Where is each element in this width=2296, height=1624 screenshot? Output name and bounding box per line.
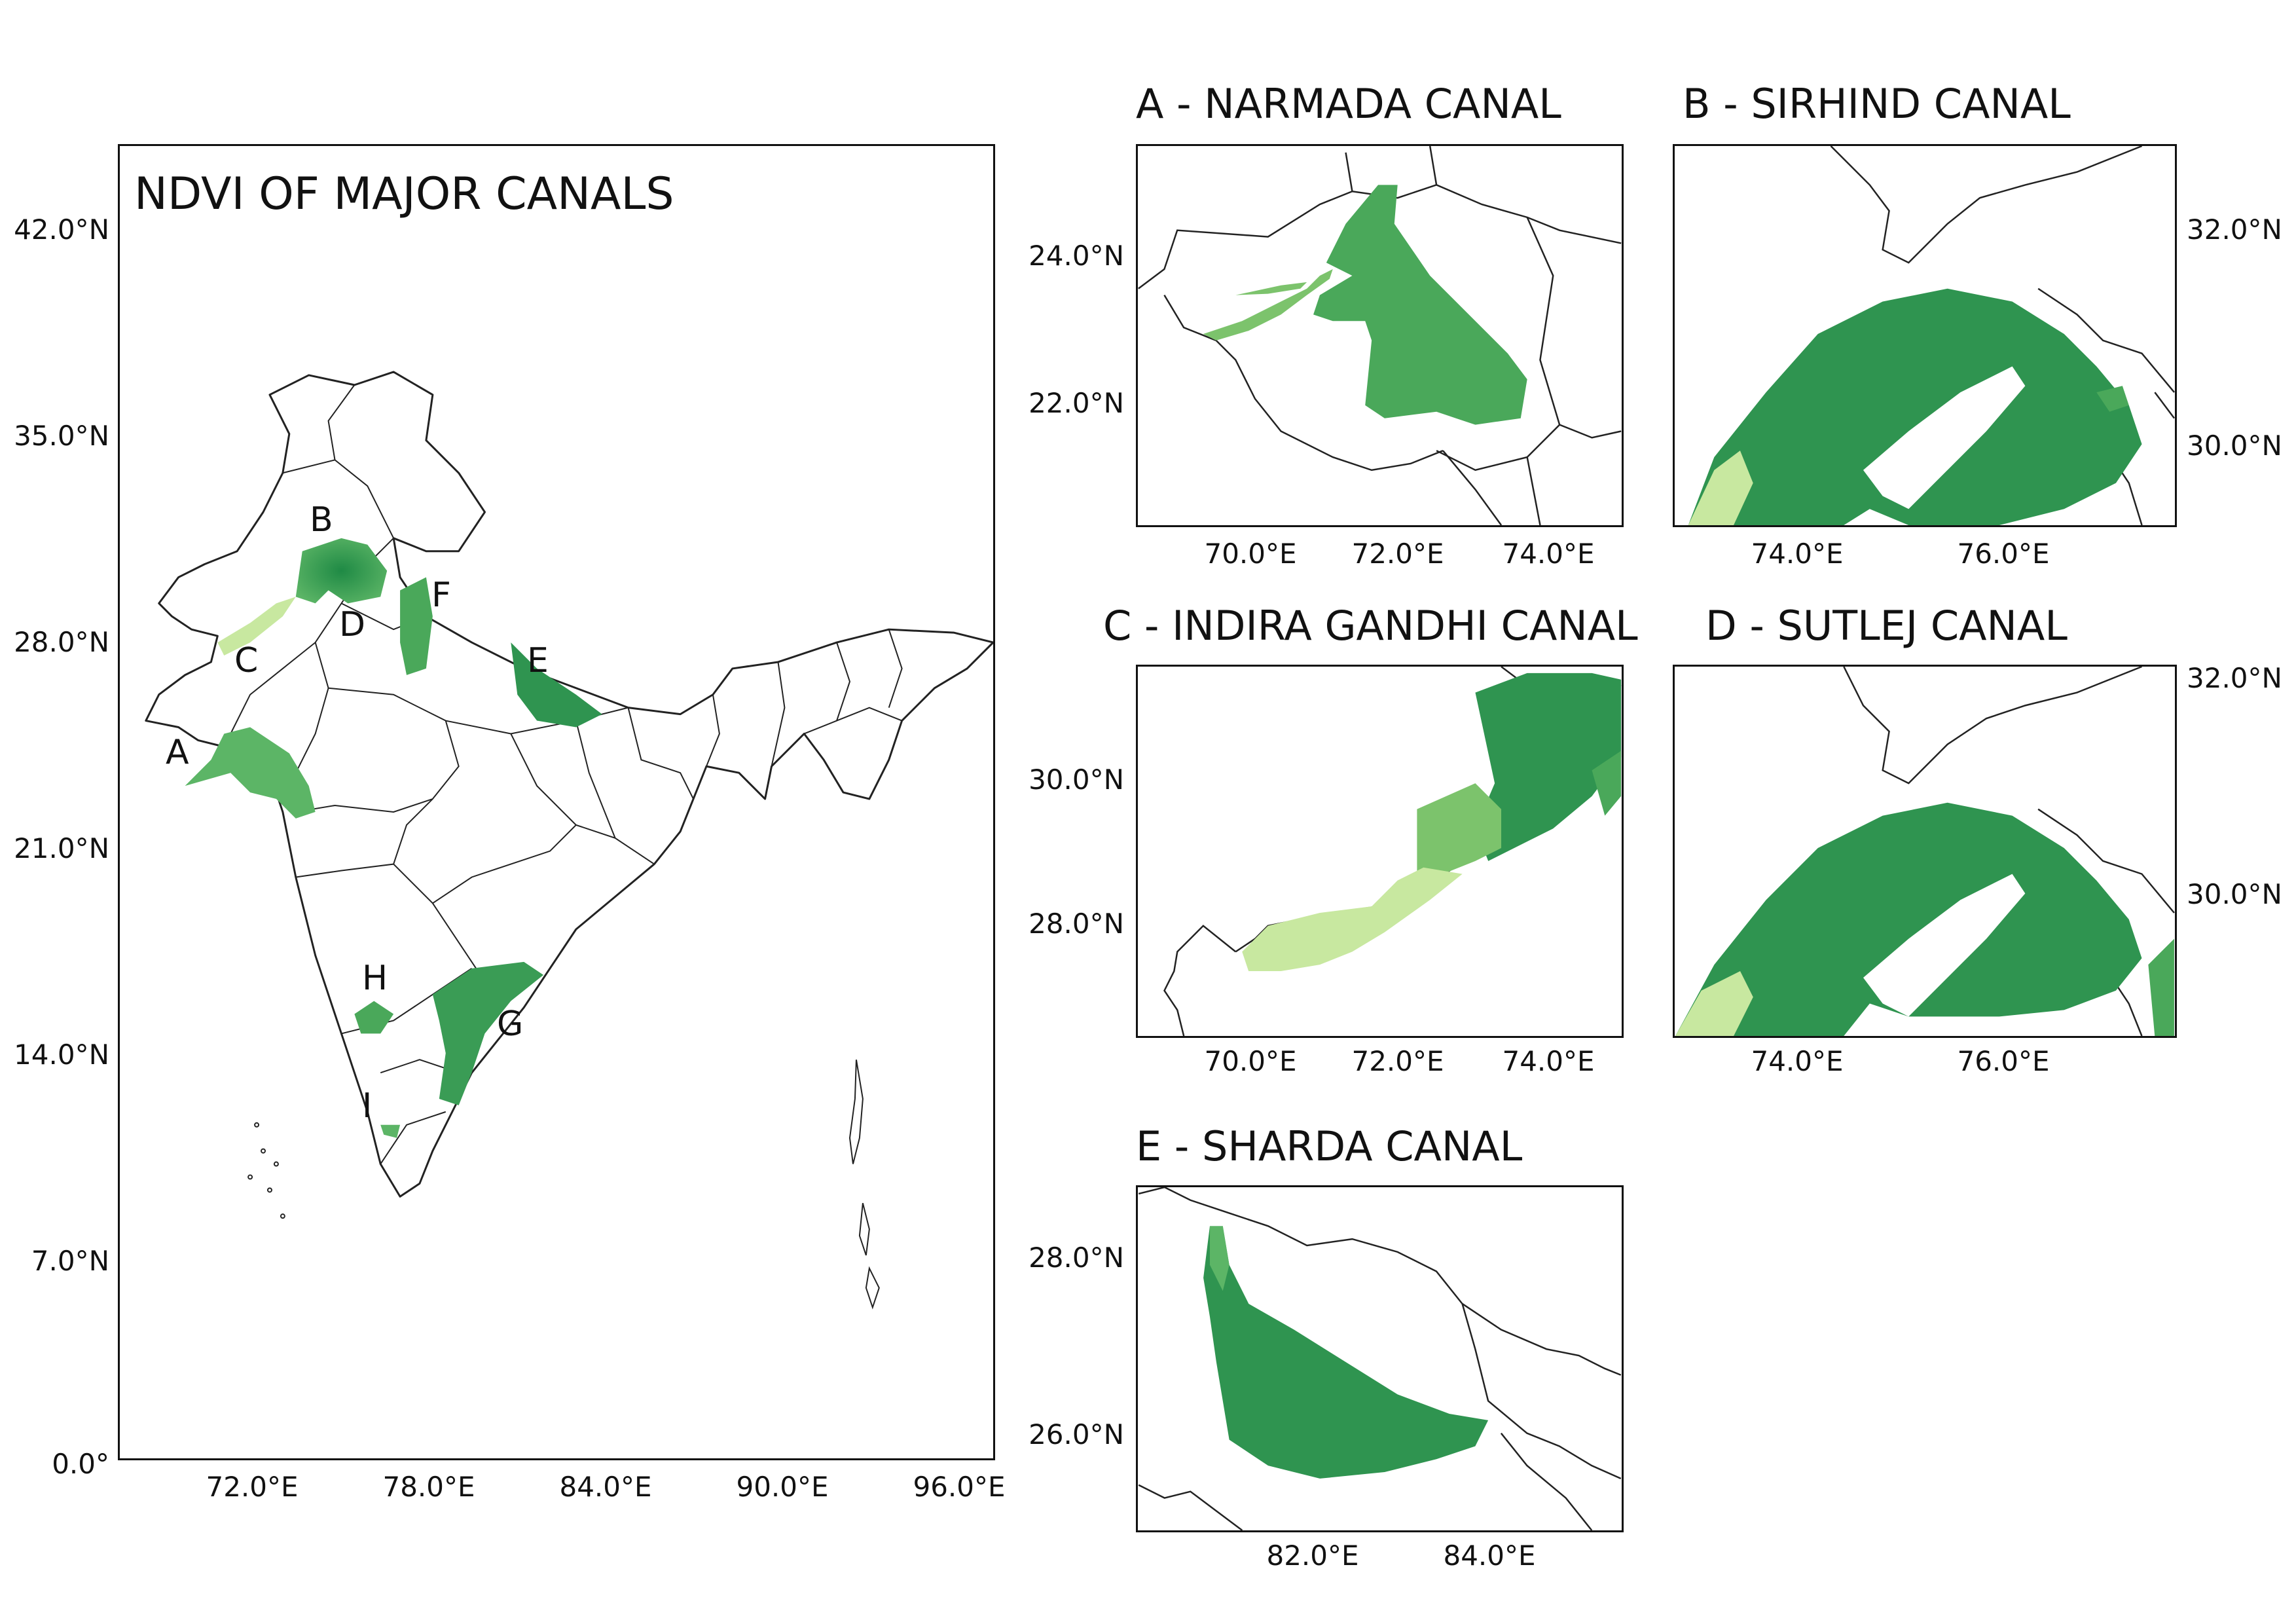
- inset-e-title: E - SHARDA CANAL: [1136, 1122, 1523, 1170]
- main-lon-tick: 96.0°E: [913, 1471, 1006, 1503]
- inset-d-lon-tick: 74.0°E: [1751, 1045, 1844, 1077]
- inset-d-lon-tick: 76.0°E: [1957, 1045, 2050, 1077]
- inset-b-lat-tick: 32.0°N: [2187, 213, 2282, 246]
- inset-d-lat-tick: 32.0°N: [2187, 662, 2282, 694]
- inset-c-lat-tick: 28.0°N: [1029, 908, 1124, 940]
- inset-a-panel: [1136, 144, 1624, 527]
- indira-gandhi-canal-region: [1475, 673, 1622, 861]
- map-label-i: I: [362, 1086, 373, 1126]
- main-map-panel: NDVI OF MAJOR CANALS A B C D E F G H I: [118, 144, 995, 1460]
- main-map-title: NDVI OF MAJOR CANALS: [134, 168, 674, 220]
- map-label-c: C: [234, 641, 259, 680]
- sharda-canal-region: [1203, 1226, 1489, 1479]
- main-lon-tick: 90.0°E: [736, 1471, 829, 1503]
- inset-e-lat-tick: 28.0°N: [1029, 1242, 1124, 1274]
- inset-a-title: A - NARMADA CANAL: [1136, 80, 1561, 128]
- inset-d-panel: [1673, 665, 2177, 1038]
- map-label-e: E: [527, 641, 549, 680]
- inset-d-title: D - SUTLEJ CANAL: [1705, 602, 2068, 650]
- inset-b-lon-tick: 76.0°E: [1957, 538, 2050, 570]
- inset-e-map: [1138, 1187, 1622, 1530]
- main-lon-tick: 84.0°E: [559, 1471, 652, 1503]
- inset-b-panel: [1673, 144, 2177, 527]
- inset-a-lon-tick: 70.0°E: [1204, 538, 1297, 570]
- india-map: [145, 371, 993, 1310]
- inset-c-lon-tick: 70.0°E: [1204, 1045, 1297, 1077]
- inset-c-panel: [1136, 665, 1624, 1038]
- inset-c-lon-tick: 74.0°E: [1502, 1045, 1595, 1077]
- inset-b-lon-tick: 74.0°E: [1751, 538, 1844, 570]
- inset-a-lon-tick: 74.0°E: [1502, 538, 1595, 570]
- canal-region-h: [354, 1001, 394, 1034]
- main-lat-tick: 35.0°N: [14, 420, 109, 452]
- inset-e-lon-tick: 82.0°E: [1266, 1540, 1359, 1572]
- inset-d-map: [1675, 667, 2175, 1036]
- india-outline: [145, 371, 993, 1198]
- canal-region-c: [217, 597, 296, 656]
- inset-b-map: [1688, 146, 2175, 525]
- canal-regions: [185, 538, 602, 1138]
- narmada-canal-region: [1313, 185, 1527, 425]
- map-label-a: A: [166, 733, 189, 772]
- main-lat-tick: 0.0°: [52, 1448, 109, 1480]
- map-label-d: D: [339, 605, 366, 644]
- inset-c-lon-tick: 72.0°E: [1351, 1045, 1444, 1077]
- canal-region-f: [400, 577, 433, 675]
- map-label-f: F: [431, 576, 451, 615]
- inset-a-lat-tick: 22.0°N: [1029, 387, 1124, 419]
- sutlej-canal-region: [1675, 802, 2142, 1036]
- inset-c-lat-tick: 30.0°N: [1029, 764, 1124, 796]
- map-label-b: B: [310, 500, 333, 540]
- inset-a-lon-tick: 72.0°E: [1351, 538, 1444, 570]
- islands: [247, 1060, 880, 1310]
- inset-e-lat-tick: 26.0°N: [1029, 1418, 1124, 1450]
- main-lat-tick: 7.0°N: [31, 1245, 109, 1277]
- inset-e-panel: [1136, 1185, 1624, 1532]
- inset-a-lat-tick: 24.0°N: [1029, 240, 1124, 272]
- main-lat-tick: 21.0°N: [14, 832, 109, 864]
- inset-c-map: [1163, 667, 1622, 1036]
- state-boundaries: [223, 384, 903, 1165]
- canal-region-i: [380, 1124, 401, 1138]
- inset-c-title: C - INDIRA GANDHI CANAL: [1103, 602, 1638, 650]
- main-lat-tick: 14.0°N: [14, 1039, 109, 1071]
- inset-b-lat-tick: 30.0°N: [2187, 430, 2282, 462]
- canal-region-b: [295, 538, 388, 604]
- inset-d-lat-tick: 30.0°N: [2187, 878, 2282, 910]
- main-lat-tick: 28.0°N: [14, 626, 109, 658]
- canal-region-a: [185, 727, 316, 819]
- map-label-h: H: [362, 959, 388, 998]
- inset-a-map: [1138, 146, 1622, 525]
- main-lat-tick: 42.0°N: [14, 213, 109, 246]
- inset-e-lon-tick: 84.0°E: [1443, 1540, 1536, 1572]
- inset-b-title: B - SIRHIND CANAL: [1683, 80, 2071, 128]
- main-lon-tick: 72.0°E: [206, 1471, 299, 1503]
- canal-region-e: [511, 642, 602, 728]
- sirhind-canal-region: [1688, 288, 2142, 525]
- canal-region-g: [432, 961, 544, 1105]
- map-label-g: G: [497, 1005, 524, 1044]
- main-lon-tick: 78.0°E: [382, 1471, 475, 1503]
